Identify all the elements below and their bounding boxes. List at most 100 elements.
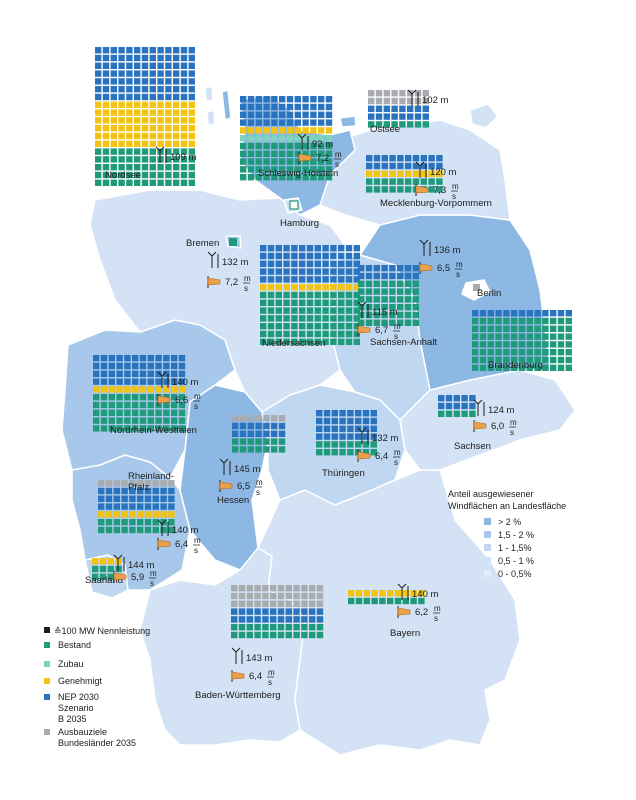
windsock-icon [219,480,233,492]
waffle-cell-nep [453,402,460,410]
waffle-cell-nep [365,272,373,280]
waffle-cell-nep [294,96,301,103]
waffle-cell-nep [163,370,170,377]
waffle-cell-bestand [149,171,156,179]
share-label: > 2 % [498,517,521,527]
waffle-cell-bestand [147,417,154,424]
waffle-cell-nep [438,395,445,402]
waffle-cell-nep [240,111,247,118]
waffle-cell-nep [173,54,180,62]
waffle-cell-nep [391,113,398,120]
waffle-cell-bestand [345,299,353,306]
waffle-cell-ausbau [301,585,308,592]
waffle-cell-nep [155,370,162,377]
waffle-th [316,410,377,456]
waffle-cell-nep [353,245,360,252]
waffle-cell-nep [325,111,333,118]
waffle-cell-bestand [132,425,139,432]
waffle-cell-bestand [173,156,180,163]
waffle-cell-bestand [301,624,308,631]
waffle-cell-bestand [165,171,172,179]
waffle-cell-genehmigt [102,125,110,132]
waffle-cell-bestand [472,333,479,340]
waffle-cell-nep [238,616,246,623]
waffle-cell-nep [368,105,375,112]
waffle-cell-nep [330,268,337,275]
waffle-cell-ausbau [152,480,159,487]
waffle-cell-nep [108,355,115,362]
wind-speed-unit-num: m [456,260,463,269]
region-name: Sachsen [454,441,491,452]
waffle-cell-bestand [144,519,152,526]
waffle-cell-nep [345,276,353,283]
waffle-cell-bestand [345,338,353,345]
waffle-cell-bestand [542,356,549,364]
waffle-cell-nep [293,608,300,615]
waffle-cell-ausbau [121,480,128,487]
waffle-cell-bestand [291,330,298,338]
waffle-cell-bestand [353,330,360,338]
waffle-cell-nep [246,608,253,615]
waffle-cell-bestand [381,186,388,193]
wind-turbine-icon [207,251,219,268]
waffle-cell-nep [260,252,267,260]
wind-speed: 6,4 [375,451,388,462]
waffle-cell-nep [495,310,502,317]
waffle-cell-bestand [283,338,290,345]
waffle-cell-nep [461,402,468,410]
waffle-cell-nep [165,54,172,62]
waffle-cell-genehmigt [110,109,117,116]
waffle-cell-bestand [293,624,300,631]
wind-speed: 6,6 [175,395,188,406]
waffle-cell-bestand [487,364,494,371]
waffle-cell-bestand [479,317,487,325]
waffle-cell-ausbau [422,97,429,105]
waffle-cell-bestand [283,299,290,306]
waffle-cell-nep [362,425,370,432]
waffle-cell-ausbau [254,600,261,607]
waffle-cell-bestand [134,156,141,163]
unit-square [44,627,50,633]
waffle-cell-bestand [302,150,309,157]
share-label: 1 - 1,5% [498,543,532,553]
waffle-cell-nep [375,113,383,120]
waffle-cell-bestand [246,631,253,639]
waffle-cell-bestand [139,394,147,401]
waffle-sn [438,395,476,417]
share-swatch [484,557,491,564]
waffle-cell-bestand [93,417,100,424]
waffle-cell-bestand [394,597,402,605]
city-label-berlin: Berlin [477,288,501,299]
waffle-cell-bestand [267,291,275,299]
waffle-cell-bestand [306,299,314,306]
hub-height: 92 m [312,139,333,150]
wind-speed-unit-den: s [394,332,398,341]
waffle-cell-bestand [124,409,131,416]
waffle-cell-nep [518,310,526,317]
waffle-cell-bestand [149,156,156,163]
hub-height: 145 m [234,464,260,475]
waffle-cell-nep [283,276,290,283]
waffle-cell-genehmigt [149,117,156,124]
waffle-cell-nep [134,70,141,77]
waffle-cell-bestand [116,394,123,401]
waffle-cell-nep [316,608,324,615]
waffle-cell-bestand [534,364,541,371]
waffle-cell-nep [389,155,396,162]
waffle-cell-bestand [453,410,460,417]
waffle-cell-nep [362,410,370,417]
waffle-cell-nep [370,425,377,432]
waffle-cell-bestand [149,164,156,171]
waffle-cell-zubau [286,135,294,142]
waffle-cell-bestand [565,364,572,371]
waffle-cell-nep [180,47,188,54]
share-swatch [484,531,491,538]
waffle-cell-bestand [397,280,404,287]
waffle-cell-nep [171,378,178,385]
waffle-cell-genehmigt [118,125,125,132]
category-label: Bundesländer 2035 [58,738,136,748]
waffle-cell-nep [100,355,108,362]
waffle-cell-nep [306,245,314,252]
waffle-cell-bestand [355,441,362,448]
waffle-cell-nep [263,422,270,430]
